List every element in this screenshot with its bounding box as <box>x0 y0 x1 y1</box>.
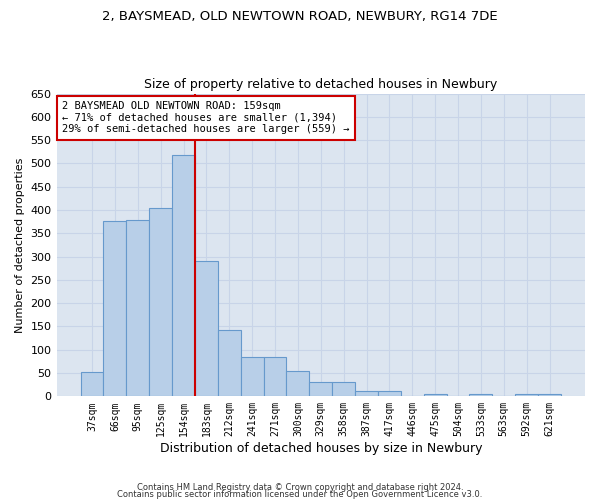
Text: 2, BAYSMEAD, OLD NEWTOWN ROAD, NEWBURY, RG14 7DE: 2, BAYSMEAD, OLD NEWTOWN ROAD, NEWBURY, … <box>102 10 498 23</box>
Title: Size of property relative to detached houses in Newbury: Size of property relative to detached ho… <box>144 78 497 91</box>
Bar <box>263 357 286 397</box>
Bar <box>172 154 195 396</box>
Bar <box>355 391 378 396</box>
Bar <box>127 220 149 396</box>
Text: Contains HM Land Registry data © Crown copyright and database right 2024.: Contains HM Land Registry data © Crown c… <box>137 484 463 492</box>
Bar <box>310 382 332 396</box>
Bar <box>286 370 310 396</box>
Y-axis label: Number of detached properties: Number of detached properties <box>15 158 25 332</box>
Bar <box>515 394 538 396</box>
Text: Contains public sector information licensed under the Open Government Licence v3: Contains public sector information licen… <box>118 490 482 499</box>
Bar <box>469 394 493 396</box>
Bar <box>195 261 218 396</box>
Bar <box>378 391 401 396</box>
Bar <box>218 330 241 396</box>
Bar <box>103 221 127 396</box>
Bar <box>149 208 172 396</box>
Text: 2 BAYSMEAD OLD NEWTOWN ROAD: 159sqm
← 71% of detached houses are smaller (1,394): 2 BAYSMEAD OLD NEWTOWN ROAD: 159sqm ← 71… <box>62 101 349 134</box>
Bar <box>80 372 103 396</box>
Bar <box>332 382 355 396</box>
Bar <box>538 394 561 396</box>
Bar <box>241 357 263 397</box>
X-axis label: Distribution of detached houses by size in Newbury: Distribution of detached houses by size … <box>160 442 482 455</box>
Bar <box>424 394 446 396</box>
